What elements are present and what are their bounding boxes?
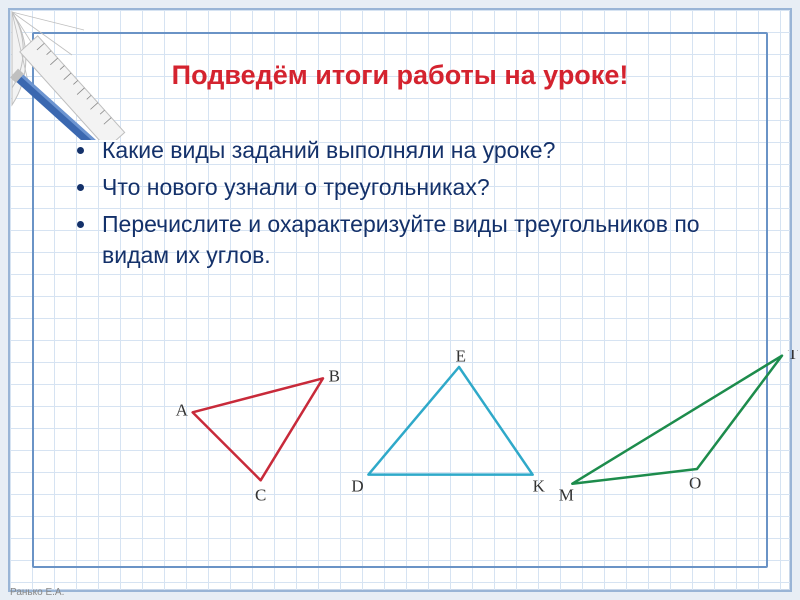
svg-text:C: C [255, 486, 266, 505]
svg-text:K: K [533, 477, 546, 496]
bullet-item: Перечислите и охарактеризуйте виды треуг… [98, 209, 730, 271]
svg-text:D: D [351, 477, 363, 496]
svg-text:E: E [456, 350, 466, 365]
svg-text:O: O [689, 473, 701, 492]
svg-text:A: A [176, 401, 189, 420]
triangle-abc: A B C [176, 367, 340, 505]
svg-text:T: T [788, 350, 799, 363]
bullet-item: Какие виды заданий выполняли на уроке? [98, 135, 730, 166]
triangle-mot: M O T [559, 350, 799, 505]
svg-text:B: B [329, 367, 340, 386]
triangles-figure: A B C D E K M O T [170, 350, 800, 520]
bullet-list: Какие виды заданий выполняли на уроке? Ч… [80, 135, 730, 277]
slide-outer-frame: Подведём итоги работы на уроке! Какие ви… [8, 8, 792, 592]
footer-credit: Ранько Е.А. [10, 587, 64, 598]
svg-text:M: M [559, 486, 574, 505]
slide-title: Подведём итоги работы на уроке! [10, 60, 790, 91]
bullet-item: Что нового узнали о треугольниках? [98, 172, 730, 203]
triangle-dek: D E K [351, 350, 545, 496]
